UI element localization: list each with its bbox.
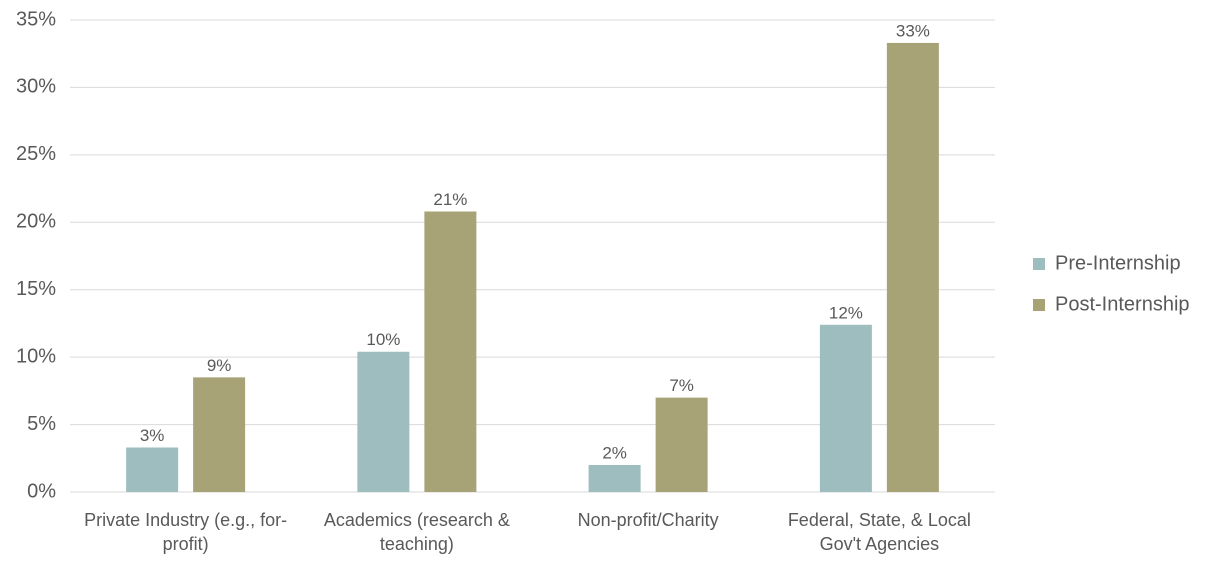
data-label: 33%: [896, 21, 930, 40]
bar: [886, 42, 939, 492]
y-tick-label: 25%: [16, 143, 56, 165]
data-label: 9%: [207, 356, 232, 375]
bar: [655, 397, 708, 492]
x-tick-label: Non-profit/Charity: [577, 510, 719, 530]
data-label: 10%: [366, 330, 400, 349]
y-tick-label: 5%: [27, 413, 56, 435]
legend-swatch: [1033, 258, 1045, 270]
bar: [588, 465, 641, 492]
data-label: 12%: [829, 303, 863, 322]
data-label: 21%: [433, 190, 467, 209]
x-tick-label: Private Industry (e.g., for-profit): [84, 510, 288, 554]
bar: [126, 447, 179, 492]
x-tick-label: Federal, State, & Local Gov't Agencies: [787, 510, 971, 554]
x-tick-label: Academics (research & teaching): [323, 510, 510, 554]
y-tick-label: 20%: [16, 211, 56, 233]
legend-label: Post-Internship: [1055, 293, 1190, 315]
data-label: 7%: [669, 376, 694, 395]
y-tick-label: 0%: [27, 480, 56, 502]
y-tick-label: 35%: [16, 8, 56, 30]
legend-swatch: [1033, 299, 1045, 311]
legend-label: Pre-Internship: [1055, 252, 1181, 274]
y-tick-label: 15%: [16, 278, 56, 300]
bar: [424, 211, 477, 493]
bar: [819, 324, 872, 492]
y-tick-label: 10%: [16, 345, 56, 367]
y-tick-label: 30%: [16, 76, 56, 98]
data-label: 2%: [602, 444, 627, 463]
bar: [357, 351, 410, 492]
data-label: 3%: [140, 426, 165, 445]
bar: [193, 377, 246, 492]
